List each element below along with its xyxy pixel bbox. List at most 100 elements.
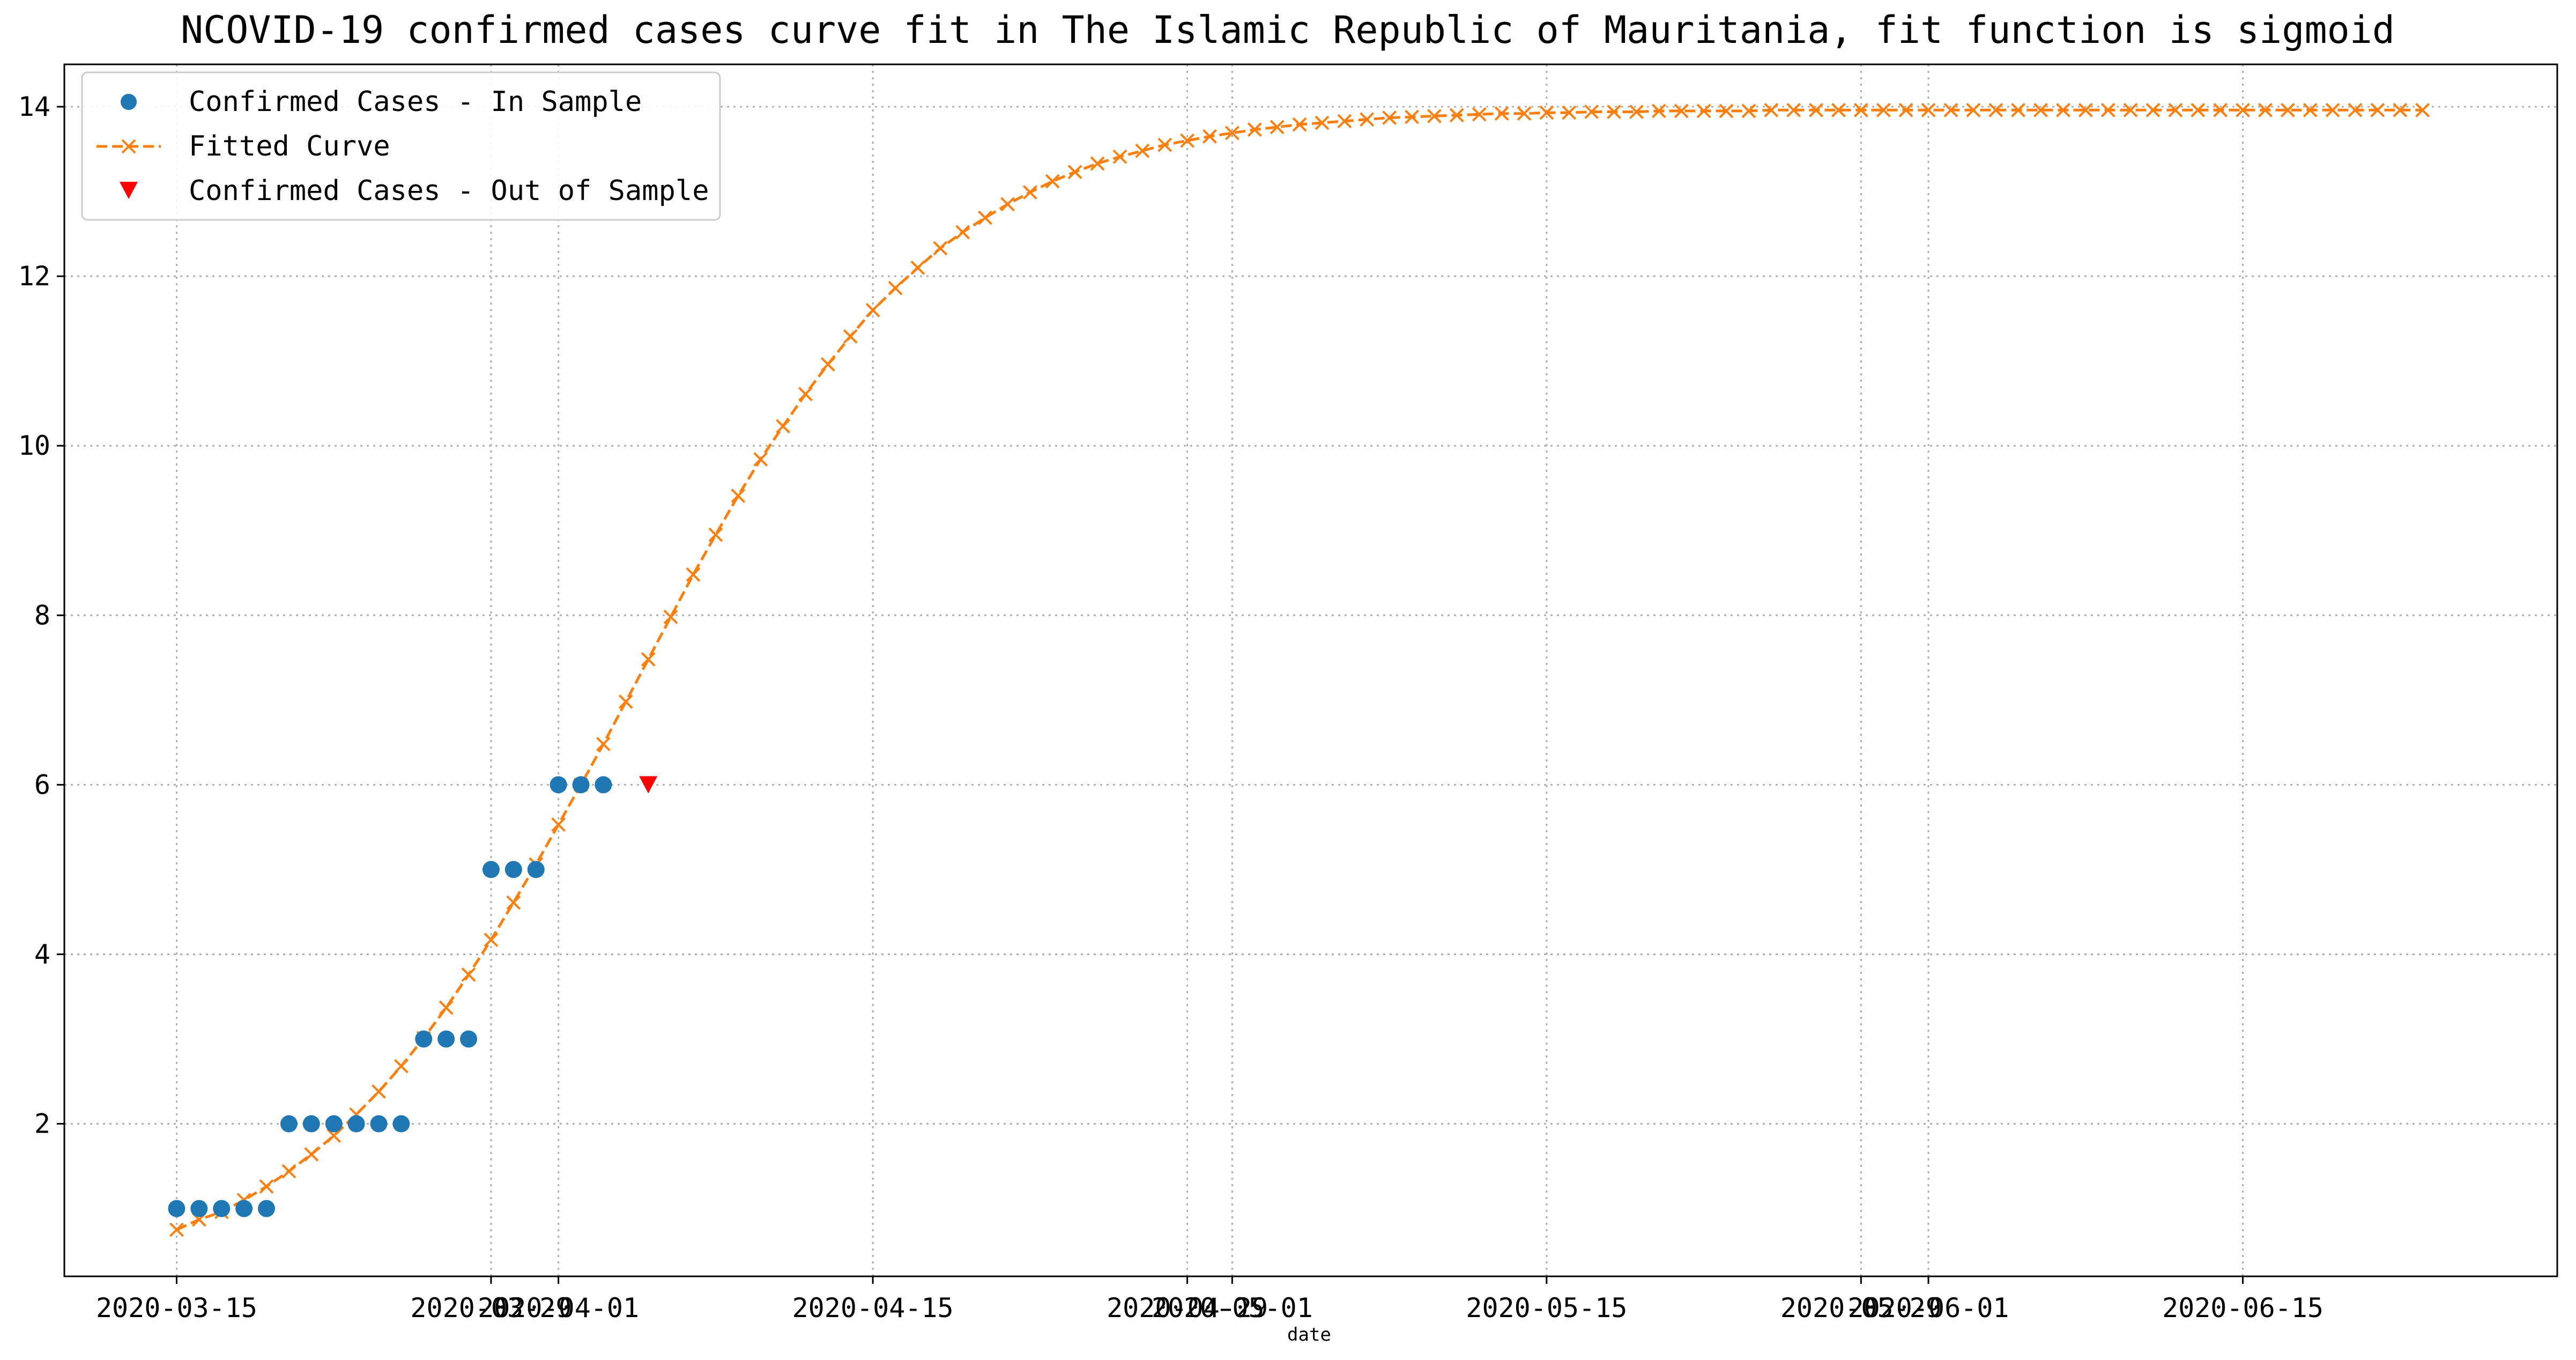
y-tick-label: 6: [34, 769, 50, 800]
fitted-curve-marker: [910, 260, 925, 275]
fitted-curve-marker: [1764, 102, 1779, 117]
in-sample-point: [415, 1030, 433, 1048]
grid-lines: [64, 64, 2557, 1276]
in-sample-point: [370, 1115, 388, 1133]
fitted-curve-marker: [304, 1147, 319, 1162]
in-sample-point: [258, 1200, 276, 1217]
fitted-curve-marker: [2348, 102, 2363, 117]
fitted-curve-marker: [1809, 102, 1823, 117]
legend-in-sample-label: Confirmed Cases - In Sample: [189, 86, 642, 118]
fitted-curve-marker: [1562, 105, 1577, 120]
fitted-curve-marker: [1382, 110, 1397, 125]
fitted-curve-marker: [1427, 108, 1442, 123]
legend-box: [81, 71, 721, 221]
fitted-curve-marker: [1360, 112, 1375, 127]
fitted-curve-marker: [394, 1059, 409, 1074]
in-sample-point: [482, 861, 500, 878]
fitted-curve-marker: [596, 737, 611, 751]
fitted-curve-marker: [2191, 102, 2206, 117]
in-sample-point: [235, 1200, 253, 1217]
x-tick-label: 2020-03-29: [410, 1292, 571, 1324]
fitted-curve-marker: [1943, 102, 1958, 117]
fitted-curve-marker: [2011, 102, 2026, 117]
in-sample-point: [460, 1030, 478, 1048]
fitted-curve-marker: [1539, 105, 1554, 120]
in-sample-point: [595, 776, 612, 794]
in-sample-point: [437, 1030, 455, 1048]
y-axis-ticks: 2 4 6 8 10 12 14: [18, 91, 64, 1140]
fitted-curve-marker: [2055, 102, 2070, 117]
in-sample-point: [168, 1200, 185, 1217]
fitted-curve-marker: [1786, 102, 1801, 117]
legend-fitted-marker: [121, 139, 136, 154]
fitted-curve-marker: [259, 1179, 274, 1194]
fitted-curve-marker: [1494, 106, 1509, 121]
x-axis-label: date: [1287, 1324, 1331, 1346]
out-of-sample-point: [639, 776, 658, 794]
fitted-curve-marker: [1607, 105, 1621, 119]
fitted-curve-marker: [1292, 117, 1307, 132]
legend-fitted-label: Fitted Curve: [189, 130, 390, 162]
fitted-curve-marker: [753, 452, 768, 467]
fitted-curve-line: [176, 108, 2423, 1231]
fitted-curve-marker: [843, 329, 858, 344]
y-tick-label: 12: [18, 261, 50, 292]
legend-out-of-sample-label: Confirmed Cases - Out of Sample: [189, 175, 709, 207]
fitted-curve-marker: [2123, 102, 2138, 117]
legend-out-of-sample-marker: [120, 182, 138, 199]
fitted-curve-marker: [169, 1222, 184, 1237]
fitted-curve-marker: [955, 225, 970, 240]
fitted-curve-marker: [663, 610, 678, 624]
y-tick-label: 2: [34, 1108, 50, 1140]
x-tick-label: 2020-03-15: [96, 1292, 257, 1324]
in-sample-point: [213, 1200, 231, 1217]
fitted-curve-marker: [776, 419, 790, 434]
legend: Confirmed Cases - In Sample Fitted Curve…: [81, 71, 721, 221]
fitted-curve-marker: [820, 357, 835, 372]
fitted-curve-marker: [1045, 174, 1060, 189]
fitted-curve-marker: [888, 280, 903, 295]
in-sample-point: [190, 1200, 208, 1217]
fitted-curve-marker: [2370, 102, 2385, 117]
fitted-curve-marker: [708, 527, 723, 542]
fitted-curve-marker: [1224, 125, 1239, 141]
fitted-curve-marker: [1180, 133, 1195, 148]
fitted-curve-marker: [1921, 102, 1936, 117]
fitted-curve-marker: [731, 489, 746, 503]
in-sample-point: [392, 1115, 410, 1133]
x-tick-label: 2020-04-29: [1107, 1292, 1268, 1324]
x-tick-label: 2020-05-29: [1780, 1292, 1942, 1324]
fitted-curve-marker: [326, 1128, 342, 1143]
fitted-curve-marker: [1090, 156, 1105, 171]
in-sample-point: [325, 1115, 343, 1133]
in-sample-point: [302, 1115, 320, 1133]
fitted-curve-marker: [2325, 102, 2340, 117]
fitted-curve-marker: [798, 387, 813, 402]
in-sample-point: [527, 861, 545, 878]
x-tick-label: 2020-06-01: [1848, 1292, 2009, 1324]
fitted-curve-marker: [865, 302, 880, 317]
fitted-curve-marker: [1315, 115, 1330, 130]
fitted-curve-marker: [2280, 102, 2295, 117]
in-sample-point: [572, 776, 590, 794]
fitted-curve-marker: [484, 933, 499, 947]
fitted-curve-marker: [2393, 102, 2408, 117]
x-tick-label: 2020-04-15: [792, 1292, 954, 1324]
fitted-curve-marker: [686, 567, 701, 582]
fitted-curve-marker: [1719, 104, 1734, 119]
in-sample-points-group: [168, 776, 612, 1217]
fitted-curve-marker: [1876, 102, 1891, 117]
fitted-curve-marker: [281, 1164, 296, 1179]
fitted-curve-marker: [2303, 102, 2318, 117]
fitted-curve-marker: [1696, 104, 1711, 119]
out-of-sample-points-group: [639, 776, 658, 794]
fitted-curve-marker: [1337, 114, 1352, 129]
fitted-curve-marker: [1472, 107, 1487, 122]
fitted-curve-marker: [2146, 102, 2161, 117]
chart-title: NCOVID-19 confirmed cases curve fit in T…: [181, 8, 2395, 52]
fitted-curve-marker: [1584, 105, 1599, 119]
fitted-curve-marker: [1651, 104, 1666, 119]
